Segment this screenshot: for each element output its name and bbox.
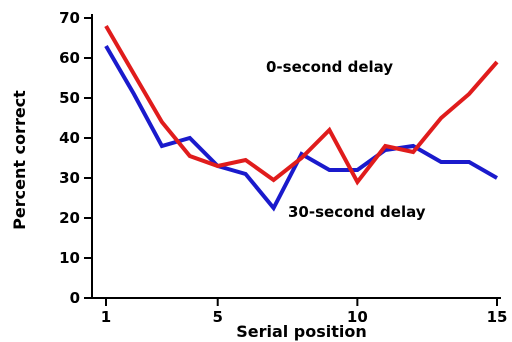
y-tick-label: 40 [59,129,80,147]
x-tick-label: 5 [212,308,222,326]
y-tick-label: 10 [59,249,80,267]
series-lines [104,24,499,212]
x-axis-ticks: 1 5 10 15 [101,298,508,326]
y-axis-title: Percent correct [10,90,29,230]
y-tick-label: 20 [59,209,80,227]
series-line-0-second-delay [104,24,499,186]
y-tick-label: 50 [59,89,80,107]
series-label-0-second-delay: 0-second delay [266,58,393,76]
x-tick-label: 1 [101,308,111,326]
y-tick-label: 0 [70,289,80,307]
y-tick-label: 70 [59,9,80,27]
x-tick-label: 10 [347,308,368,326]
series-label-30-second-delay: 30-second delay [288,203,426,221]
y-axis-ticks: 0 10 20 30 40 50 60 70 [59,9,92,307]
y-tick-label: 30 [59,169,80,187]
x-tick-label: 15 [487,308,508,326]
series-line-30-second-delay [104,44,498,212]
x-axis-title: Serial position [236,322,367,341]
y-tick-label: 60 [59,49,80,67]
chart-axes [91,14,501,299]
